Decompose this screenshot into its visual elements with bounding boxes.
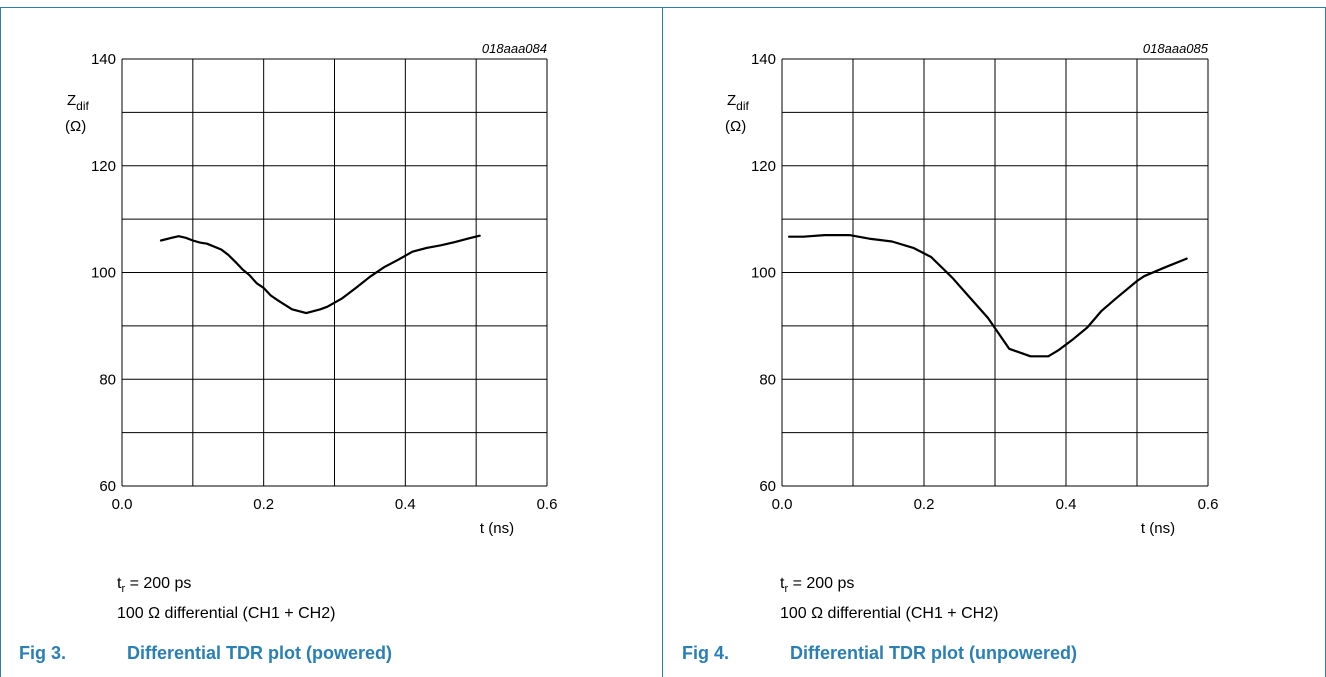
y-tick-label: 80: [759, 371, 776, 388]
y-axis-label: Zdif: [67, 92, 90, 113]
figure-caption: Fig 3. Differential TDR plot (powered): [19, 643, 392, 664]
y-tick-label: 140: [91, 51, 116, 68]
y-axis-label: Zdif: [727, 92, 750, 113]
figure-title: Differential TDR plot (powered): [127, 643, 392, 663]
x-tick-label: 0.2: [253, 496, 274, 513]
x-axis-label: t (ns): [480, 520, 514, 537]
figure-number: Fig 4.: [682, 643, 730, 663]
y-axis-label-sub: dif: [76, 99, 89, 113]
y-axis-unit: (Ω): [65, 118, 86, 135]
figure-panel-3: [0, 7, 663, 677]
y-axis-label-sub: dif: [736, 99, 749, 113]
figure-id-label: 018aaa085: [1143, 41, 1209, 56]
x-tick-label: 0.0: [112, 496, 133, 513]
y-tick-label: 140: [751, 51, 776, 68]
x-tick-label: 0.4: [395, 496, 416, 513]
series-line: [159, 234, 481, 315]
y-tick-label: 100: [751, 265, 776, 282]
y-tick-label: 120: [751, 158, 776, 175]
differential-note: 100 Ω differential (CH1 + CH2): [780, 605, 999, 622]
series-line: [787, 234, 1188, 358]
y-axis-label-main: Z: [67, 92, 76, 109]
rise-time-note: tr = 200 ps: [117, 575, 192, 596]
x-tick-label: 0.2: [914, 496, 935, 513]
x-tick-label: 0.0: [772, 496, 793, 513]
differential-note: 100 Ω differential (CH1 + CH2): [117, 605, 336, 622]
y-tick-label: 60: [759, 478, 776, 495]
y-axis-label-main: Z: [727, 92, 736, 109]
y-tick-label: 60: [99, 478, 116, 495]
figure-title: Differential TDR plot (unpowered): [790, 643, 1077, 663]
figure-number: Fig 3.: [19, 643, 67, 663]
x-tick-label: 0.4: [1056, 496, 1077, 513]
y-axis-unit: (Ω): [725, 118, 746, 135]
y-tick-label: 100: [91, 265, 116, 282]
rise-time-note: tr = 200 ps: [780, 575, 855, 596]
y-tick-label: 80: [99, 371, 116, 388]
y-tick-label: 120: [91, 158, 116, 175]
x-tick-label: 0.6: [537, 496, 558, 513]
figure-id-label: 018aaa084: [482, 41, 547, 56]
x-axis-label: t (ns): [1141, 520, 1175, 537]
figure-caption: Fig 4. Differential TDR plot (unpowered): [682, 643, 1077, 664]
x-tick-label: 0.6: [1198, 496, 1219, 513]
